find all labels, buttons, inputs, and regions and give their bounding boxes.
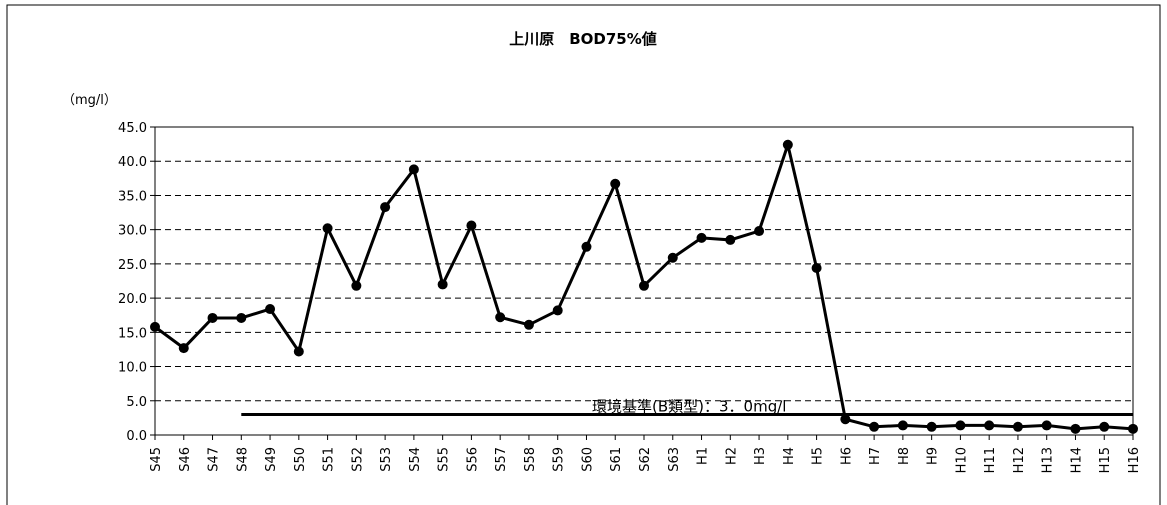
- x-tick-label: S57: [494, 447, 509, 472]
- x-tick-label: S60: [580, 447, 595, 472]
- data-point: [150, 321, 160, 332]
- data-point: [1041, 420, 1052, 431]
- data-point: [1099, 421, 1110, 432]
- x-tick-label: H16: [1127, 447, 1142, 473]
- data-point: [380, 202, 391, 213]
- data-point: [610, 178, 621, 189]
- x-tick-label: S51: [322, 447, 337, 472]
- x-tick-label: H10: [954, 447, 969, 473]
- data-point: [667, 252, 678, 263]
- data-point: [236, 312, 247, 323]
- data-point: [265, 304, 276, 315]
- data-point: [696, 232, 707, 243]
- x-tick-label: H15: [1098, 447, 1113, 473]
- data-point: [782, 139, 793, 150]
- x-tick-label: H5: [811, 447, 826, 465]
- data-point: [955, 420, 966, 431]
- y-tick-label: 20.0: [118, 292, 147, 307]
- data-point: [897, 420, 908, 431]
- data-point: [811, 262, 822, 273]
- x-tick-label: H3: [753, 447, 768, 465]
- x-tick-label: S61: [609, 447, 624, 472]
- x-tick-label: H7: [868, 447, 883, 465]
- data-point: [754, 226, 765, 237]
- x-tick-label: S48: [235, 447, 250, 472]
- y-axis-label: （mg/l）: [62, 93, 117, 108]
- y-tick-label: 25.0: [118, 258, 147, 273]
- data-point: [1070, 423, 1081, 434]
- data-point: [466, 220, 477, 231]
- data-point: [322, 223, 333, 234]
- x-tick-label: H2: [724, 447, 739, 465]
- x-tick-label: S49: [264, 447, 279, 472]
- data-point: [984, 420, 995, 431]
- data-point: [437, 279, 448, 290]
- x-tick-label: H12: [1012, 447, 1027, 473]
- chart-title: 上川原 BOD75%値: [509, 30, 657, 48]
- x-tick-label: H4: [782, 447, 797, 465]
- y-tick-label: 5.0: [126, 395, 147, 410]
- data-point: [408, 164, 419, 175]
- x-tick-label: H8: [897, 447, 912, 465]
- x-tick-label: S55: [437, 447, 452, 472]
- data-point: [495, 312, 506, 323]
- reference-label: 環境基準(B類型)：3．0mg/l: [592, 397, 786, 415]
- data-point: [926, 421, 937, 432]
- data-point: [351, 280, 362, 291]
- x-tick-label: S54: [408, 447, 423, 472]
- y-tick-label: 30.0: [118, 224, 147, 239]
- x-tick-label: H1: [696, 447, 711, 465]
- x-tick-label: S47: [207, 447, 222, 472]
- data-point: [178, 343, 189, 354]
- data-point: [639, 280, 649, 291]
- x-tick-label: S46: [178, 447, 193, 472]
- data-point: [581, 241, 592, 252]
- data-point: [725, 234, 736, 245]
- x-tick-label: H11: [983, 447, 998, 473]
- data-point: [869, 421, 880, 432]
- x-tick-label: H6: [839, 447, 854, 465]
- y-tick-label: 0.0: [126, 429, 147, 444]
- x-tick-label: S50: [293, 447, 308, 472]
- x-tick-label: S53: [379, 447, 394, 472]
- y-tick-label: 40.0: [118, 155, 147, 170]
- x-tick-label: S62: [638, 447, 653, 472]
- data-point: [293, 346, 304, 357]
- x-tick-label: S45: [149, 447, 164, 472]
- y-tick-label: 35.0: [118, 189, 147, 204]
- y-tick-label: 10.0: [118, 361, 147, 376]
- data-point: [1128, 423, 1138, 434]
- x-tick-label: H9: [926, 447, 941, 465]
- data-point: [840, 414, 851, 425]
- y-tick-label: 15.0: [118, 326, 147, 341]
- data-point: [552, 305, 563, 316]
- y-tick-label: 45.0: [118, 121, 147, 136]
- x-tick-label: S59: [552, 447, 567, 472]
- data-point: [1012, 421, 1023, 432]
- x-tick-label: H14: [1069, 447, 1084, 473]
- x-tick-label: S58: [523, 447, 538, 472]
- x-tick-label: H13: [1041, 447, 1056, 473]
- data-point: [207, 312, 218, 323]
- x-tick-label: S56: [465, 447, 480, 472]
- x-tick-label: S52: [350, 447, 365, 472]
- data-point: [523, 319, 534, 330]
- x-tick-label: S63: [667, 447, 682, 472]
